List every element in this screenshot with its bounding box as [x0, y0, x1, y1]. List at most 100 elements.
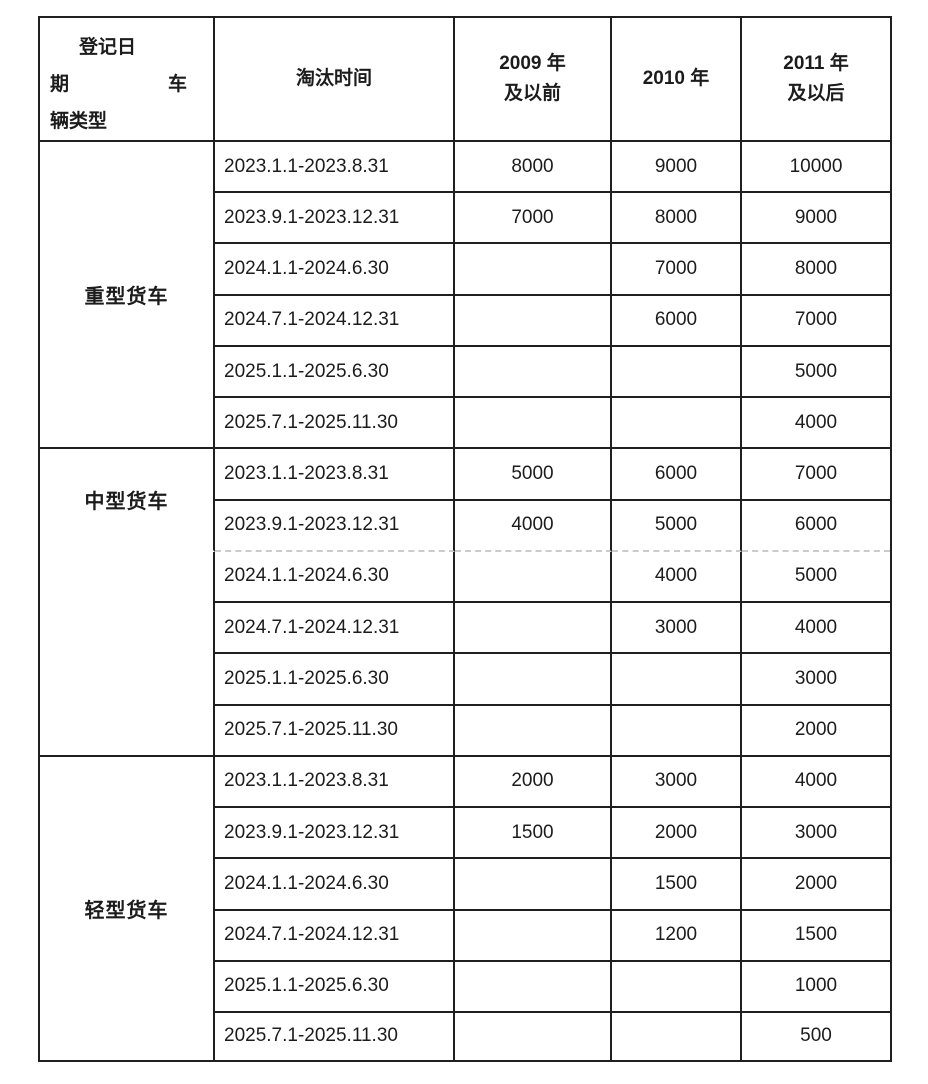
table-row: 2024.1.1-2024.6.30 7000 8000	[40, 244, 890, 296]
value-2009: 5000	[455, 449, 612, 501]
header-2009-and-before: 2009 年 及以前	[455, 18, 612, 142]
period-cell: 2024.7.1-2024.12.31	[215, 603, 455, 655]
header-corner-line2-left: 期	[50, 74, 70, 95]
table-row: 2025.1.1-2025.6.30 3000	[40, 654, 890, 706]
table-row: 重型货车 2023.1.1-2023.8.31 8000 9000 10000	[40, 142, 890, 450]
value-2011: 2000	[742, 705, 890, 757]
header-2011-and-after: 2011 年 及以后	[742, 18, 890, 142]
table-row: 2024.7.1-2024.12.31 1200 1500	[40, 910, 890, 962]
table-row: 2024.7.1-2024.12.31 3000 4000	[40, 603, 890, 655]
value-2009	[455, 1012, 612, 1060]
period-cell: 2023.1.1-2023.8.31	[215, 449, 455, 501]
period-cell: 2023.9.1-2023.12.31	[215, 500, 455, 552]
value-2010: 8000	[612, 193, 742, 245]
value-2009: 8000	[455, 142, 612, 194]
header-2010: 2010 年	[612, 18, 742, 142]
value-2010	[612, 961, 742, 1013]
table-row: 2023.9.1-2023.12.31 1500 2000 3000	[40, 808, 890, 860]
value-2010: 3000	[612, 603, 742, 655]
table-row: 2025.7.1-2025.11.30 4000	[40, 398, 890, 450]
value-2010: 6000	[612, 449, 742, 501]
header-registration-vehicle-type: 登记日 期 车 辆类型	[40, 18, 215, 142]
header-row: 登记日 期 车 辆类型 淘汰时间 2009 年 及以前 2010 年 2011 …	[40, 18, 890, 142]
value-2011: 2000	[742, 859, 890, 911]
table-row: 2024.1.1-2024.6.30 1500 2000	[40, 859, 890, 911]
value-2009	[455, 705, 612, 757]
period-cell: 2024.7.1-2024.12.31	[215, 910, 455, 962]
vehicle-type-medium-truck-continued	[40, 551, 215, 757]
value-2009	[455, 654, 612, 706]
value-2010: 5000	[612, 500, 742, 552]
table-row: 中型货车 2023.1.1-2023.8.31 5000 6000 7000	[40, 449, 890, 552]
period-cell: 2023.9.1-2023.12.31	[215, 193, 455, 245]
header-corner-line2: 期 车	[50, 66, 203, 103]
period-cell: 2025.1.1-2025.6.30	[215, 961, 455, 1013]
period-cell: 2023.1.1-2023.8.31	[215, 142, 455, 194]
value-2011: 3000	[742, 654, 890, 706]
table-row: 2023.9.1-2023.12.31 4000 5000 6000	[40, 500, 890, 552]
vehicle-type-medium-truck: 中型货车	[40, 449, 215, 552]
table-row: 2023.9.1-2023.12.31 7000 8000 9000	[40, 193, 890, 245]
value-2010	[612, 346, 742, 399]
value-2010	[612, 1012, 742, 1060]
table-row: 2025.1.1-2025.6.30 5000	[40, 346, 890, 399]
value-2009: 7000	[455, 193, 612, 245]
value-2009	[455, 398, 612, 450]
period-cell: 2025.1.1-2025.6.30	[215, 654, 455, 706]
value-2011: 7000	[742, 295, 890, 347]
value-2011: 1500	[742, 910, 890, 962]
value-2011: 5000	[742, 346, 890, 399]
header-corner-line2-right: 车	[167, 74, 187, 95]
value-2011: 500	[742, 1012, 890, 1060]
value-2009	[455, 961, 612, 1013]
value-2009	[455, 551, 612, 604]
value-2009: 2000	[455, 756, 612, 809]
period-cell: 2025.1.1-2025.6.30	[215, 346, 455, 399]
subsidy-table: 登记日 期 车 辆类型 淘汰时间 2009 年 及以前 2010 年 2011 …	[40, 18, 890, 1060]
period-cell: 2025.7.1-2025.11.30	[215, 1012, 455, 1060]
value-2011: 4000	[742, 603, 890, 655]
table-row: 轻型货车 2023.1.1-2023.8.31 2000 3000 4000	[40, 756, 890, 1060]
period-cell: 2025.7.1-2025.11.30	[215, 705, 455, 757]
value-2011: 6000	[742, 500, 890, 552]
table-row: 2024.1.1-2024.6.30 4000 5000	[40, 551, 890, 757]
value-2010	[612, 654, 742, 706]
value-2011: 7000	[742, 449, 890, 501]
value-2011: 5000	[742, 551, 890, 604]
value-2009	[455, 603, 612, 655]
value-2011: 3000	[742, 808, 890, 860]
period-cell: 2024.1.1-2024.6.30	[215, 859, 455, 911]
value-2010	[612, 398, 742, 450]
table-row: 2025.7.1-2025.11.30 500	[40, 1012, 890, 1060]
period-cell: 2023.1.1-2023.8.31	[215, 756, 455, 809]
value-2010: 3000	[612, 756, 742, 809]
value-2011: 1000	[742, 961, 890, 1013]
table-row: 2025.7.1-2025.11.30 2000	[40, 705, 890, 757]
value-2011: 9000	[742, 193, 890, 245]
value-2011: 10000	[742, 142, 890, 194]
value-2010: 1200	[612, 910, 742, 962]
period-cell: 2024.1.1-2024.6.30	[215, 244, 455, 296]
value-2010: 6000	[612, 295, 742, 347]
value-2011: 8000	[742, 244, 890, 296]
period-cell: 2025.7.1-2025.11.30	[215, 398, 455, 450]
period-cell: 2023.9.1-2023.12.31	[215, 808, 455, 860]
value-2011: 4000	[742, 756, 890, 809]
value-2010	[612, 705, 742, 757]
header-corner-line1: 登记日	[79, 37, 137, 58]
value-2010: 2000	[612, 808, 742, 860]
header-elimination-time: 淘汰时间	[215, 18, 455, 142]
vehicle-type-light-truck: 轻型货车	[40, 756, 215, 1060]
header-corner-line3: 辆类型	[50, 111, 108, 132]
table-row: 2024.7.1-2024.12.31 6000 7000	[40, 295, 890, 347]
value-2009	[455, 910, 612, 962]
table-row: 2025.1.1-2025.6.30 1000	[40, 961, 890, 1013]
value-2009: 4000	[455, 500, 612, 552]
value-2010: 4000	[612, 551, 742, 604]
period-cell: 2024.1.1-2024.6.30	[215, 551, 455, 604]
value-2010: 9000	[612, 142, 742, 194]
value-2010: 7000	[612, 244, 742, 296]
value-2009	[455, 295, 612, 347]
value-2011: 4000	[742, 398, 890, 450]
value-2009: 1500	[455, 808, 612, 860]
